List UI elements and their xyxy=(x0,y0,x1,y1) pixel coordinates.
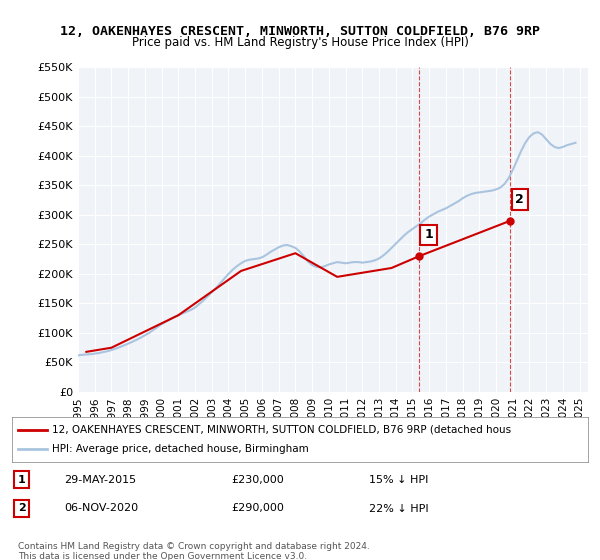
Text: 1: 1 xyxy=(18,474,26,484)
Text: Price paid vs. HM Land Registry's House Price Index (HPI): Price paid vs. HM Land Registry's House … xyxy=(131,36,469,49)
Text: 29-MAY-2015: 29-MAY-2015 xyxy=(64,474,136,484)
Text: 2: 2 xyxy=(515,193,524,206)
Text: 15% ↓ HPI: 15% ↓ HPI xyxy=(369,474,428,484)
Text: 12, OAKENHAYES CRESCENT, MINWORTH, SUTTON COLDFIELD, B76 9RP (detached hous: 12, OAKENHAYES CRESCENT, MINWORTH, SUTTO… xyxy=(52,424,511,435)
Text: Contains HM Land Registry data © Crown copyright and database right 2024.
This d: Contains HM Land Registry data © Crown c… xyxy=(18,542,370,560)
Text: £290,000: £290,000 xyxy=(231,503,284,514)
Text: 22% ↓ HPI: 22% ↓ HPI xyxy=(369,503,429,514)
Text: 12, OAKENHAYES CRESCENT, MINWORTH, SUTTON COLDFIELD, B76 9RP: 12, OAKENHAYES CRESCENT, MINWORTH, SUTTO… xyxy=(60,25,540,38)
Text: 06-NOV-2020: 06-NOV-2020 xyxy=(64,503,138,514)
Text: HPI: Average price, detached house, Birmingham: HPI: Average price, detached house, Birm… xyxy=(52,445,309,455)
Text: 1: 1 xyxy=(424,228,433,241)
Text: £230,000: £230,000 xyxy=(231,474,284,484)
Text: 2: 2 xyxy=(18,503,26,514)
